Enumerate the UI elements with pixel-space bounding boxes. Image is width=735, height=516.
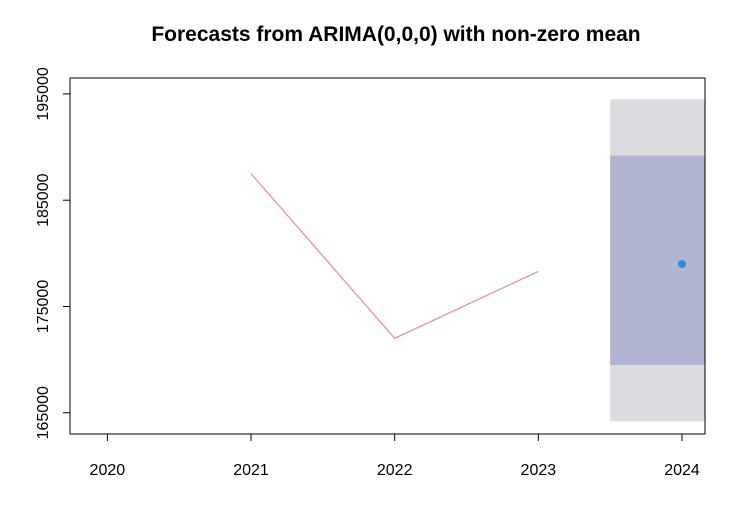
- y-tick-label: 195000: [35, 67, 52, 120]
- interval-80-band: [610, 155, 705, 365]
- series-line-observed: [250, 173, 539, 340]
- y-tick-label: 185000: [35, 173, 52, 226]
- x-tick-label: 2022: [377, 462, 413, 479]
- x-tick-label: 2023: [521, 462, 557, 479]
- x-axis: 2020 2021 2022 2023 2024: [90, 433, 700, 479]
- y-tick-label: 175000: [35, 280, 52, 333]
- x-tick-label: 2024: [664, 462, 700, 479]
- y-tick-label: 165000: [35, 386, 52, 439]
- x-tick-label: 2021: [233, 462, 269, 479]
- chart-title: Forecasts from ARIMA(0,0,0) with non-zer…: [151, 23, 640, 46]
- forecast-point: [678, 259, 687, 268]
- x-tick-label: 2020: [90, 462, 126, 479]
- y-axis: 165000 175000 185000 195000: [35, 67, 71, 439]
- plot-frame: [69, 77, 706, 435]
- series-layer: [250, 173, 539, 340]
- interval-80-layer: [610, 155, 705, 365]
- forecast-point-layer: [678, 259, 687, 268]
